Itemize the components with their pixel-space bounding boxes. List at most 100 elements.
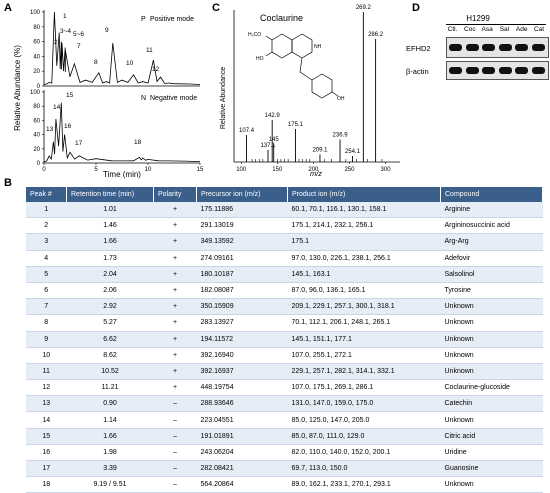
polarity-cell: + [153, 202, 197, 219]
retention-time-cell: 1.14 [66, 411, 154, 429]
compound-table: Peak # Retention time (min) Polarity Pre… [26, 187, 543, 493]
peak-number-cell: 8 [26, 314, 67, 332]
panel-label-d: D [412, 2, 420, 14]
precursor-ion-cell: 288.93646 [196, 395, 288, 413]
western-blot: H1299 Ctl. Coc Asa Sal Ade Cat EFHD2 β-actin [406, 14, 550, 84]
polarity-cell: + [153, 266, 197, 283]
polarity-cell: – [153, 428, 197, 445]
table-row: 14 1.14–223.04551 85.0, 125.0, 147.0, 205.… [26, 411, 543, 429]
retention-time-cell: 8.62 [66, 347, 154, 364]
precursor-ion-cell: 350.15909 [196, 298, 288, 316]
compound-name-cell: Coclaurine-glucoside [440, 379, 543, 397]
compound-name-cell: Unknown [440, 411, 543, 429]
lane-label: Sal [499, 26, 510, 33]
peak-number-cell: 9 [26, 331, 67, 348]
product-ion-cell: 82.0, 110.0, 140.0, 152.0, 200.1 [287, 444, 441, 462]
negative-mode-trace [43, 102, 201, 162]
precursor-ion-cell: 243.06204 [196, 444, 288, 462]
retention-time-cell: 2.92 [66, 298, 154, 316]
lane-label: Ade [515, 26, 528, 33]
efhd2-band [465, 44, 479, 51]
spectrum-title: Coclaurine [260, 13, 303, 23]
efhd2-blot-strip [446, 37, 549, 58]
peak-number-cell: 5 [26, 266, 67, 283]
spectrum-peak-label: 269.2 [356, 5, 372, 11]
polarity-cell: + [153, 314, 197, 332]
table-row: 11 10.52 +392.16937 229.1, 257.1, 282.1, 31… [26, 363, 543, 381]
spectrum-peak-label: 236.9 [333, 133, 349, 139]
compound-name-cell: Salsolinol [440, 266, 543, 283]
compound-name-cell: Unknown [440, 347, 543, 364]
compound-name-cell: Catechin [440, 395, 543, 413]
precursor-ion-cell: 349.13592 [196, 233, 288, 251]
retention-time-cell: 1.66 [66, 428, 154, 445]
header-product: Product ion (m/z) [287, 187, 441, 202]
efhd2-band [532, 44, 545, 51]
peak-number-cell: 14 [26, 411, 67, 429]
table-row: 4 1.73 +274.09161 97.0, 130.0, 226.1, 238.1… [26, 250, 543, 267]
spectrum-peak-label: 107.4 [239, 128, 255, 134]
table-row: 15 1.66–191.01891 85.0, 87.0, 111.0, 129.0… [26, 428, 543, 445]
peak-label-16: 16 [64, 123, 72, 130]
retention-time-cell: 1.01 [66, 202, 154, 219]
peak-label-14: 14 [53, 104, 61, 111]
panel-label-c: C [212, 2, 220, 14]
lane-label: Cat [533, 26, 545, 33]
negative-y-tick-label: 20 [33, 147, 40, 153]
retention-time-cell: 1.66 [66, 233, 154, 251]
peak-number-cell: 3 [26, 233, 67, 251]
product-ion-cell: 209.1, 229.1, 257.1, 300.1, 318.1 [287, 298, 441, 316]
product-ion-cell: 85.0, 125.0, 147.0, 205.0 [287, 411, 441, 429]
polarity-cell: + [153, 298, 197, 316]
polarity-cell: + [153, 250, 197, 267]
precursor-ion-cell: 191.01891 [196, 428, 288, 445]
compound-name-cell: Arg-Arg [440, 233, 543, 251]
structure-atom-label: OH [337, 96, 345, 102]
negative-y-tick-label: 80 [33, 104, 40, 110]
positive-mode-marker: P [141, 16, 146, 23]
product-ion-cell: 145.1, 163.1 [287, 266, 441, 283]
compound-name-cell: Adefovir [440, 250, 543, 267]
x-tick-label: 15 [197, 167, 204, 173]
retention-time-cell: 1.46 [66, 217, 154, 235]
peak-number-cell: 18 [26, 476, 67, 493]
actin-band [482, 67, 496, 74]
actin-band [532, 67, 545, 74]
peak-label-3-4: 3~4 [60, 28, 71, 35]
retention-time-cell: 1.73 [66, 250, 154, 267]
peak-number-cell: 4 [26, 250, 67, 267]
peak-number-cell: 1 [26, 202, 67, 219]
table-row: 5 2.04 +180.10187 145.1, 163.1 Salsolinol [26, 266, 543, 283]
retention-time-cell: 9.19 / 9.51 [66, 476, 154, 493]
negative-y-tick-label: 100 [30, 90, 41, 96]
compound-name-cell: Unknown [440, 314, 543, 332]
x-tick-label: 0 [42, 167, 46, 173]
product-ion-cell: 107.0, 175.1, 269.1, 286.1 [287, 379, 441, 397]
precursor-ion-cell: 392.16937 [196, 363, 288, 381]
polarity-cell: + [153, 282, 197, 300]
blot-row-label-efhd2: EFHD2 [406, 44, 431, 53]
positive-mode-legend: Positive mode [150, 16, 194, 23]
precursor-ion-cell: 274.09161 [196, 250, 288, 267]
peak-label-12: 12 [152, 66, 160, 73]
polarity-cell: + [153, 331, 197, 348]
spectrum-peak-label: 145 [269, 137, 280, 143]
panel-label-b: B [4, 177, 12, 189]
actin-blot-strip [446, 61, 549, 80]
negative-y-tick-label: 60 [33, 118, 40, 124]
peak-number-cell: 2 [26, 217, 67, 235]
spectrum-x-axis-label: m/z [310, 169, 322, 178]
peak-number-cell: 10 [26, 347, 67, 364]
x-tick-label: 10 [145, 167, 152, 173]
table-row: 16 1.98–243.06204 82.0, 110.0, 140.0, 152.… [26, 444, 543, 462]
retention-time-cell: 6.62 [66, 331, 154, 348]
positive-y-tick-label: 100 [30, 10, 41, 16]
peak-label-11: 11 [146, 47, 153, 54]
spectrum-peak-label: 137.1 [260, 143, 276, 149]
efhd2-band [498, 44, 512, 51]
negative-mode-marker: N [141, 95, 146, 102]
product-ion-cell: 229.1, 257.1, 282.1, 314.1, 332.1 [287, 363, 441, 381]
product-ion-cell: 89.0, 162.1, 233.1, 270.1, 293.1 [287, 476, 441, 493]
table-row: 3 1.66 +349.13592 175.1 Arg-Arg [26, 233, 543, 251]
coclaurine-structure [265, 33, 339, 99]
